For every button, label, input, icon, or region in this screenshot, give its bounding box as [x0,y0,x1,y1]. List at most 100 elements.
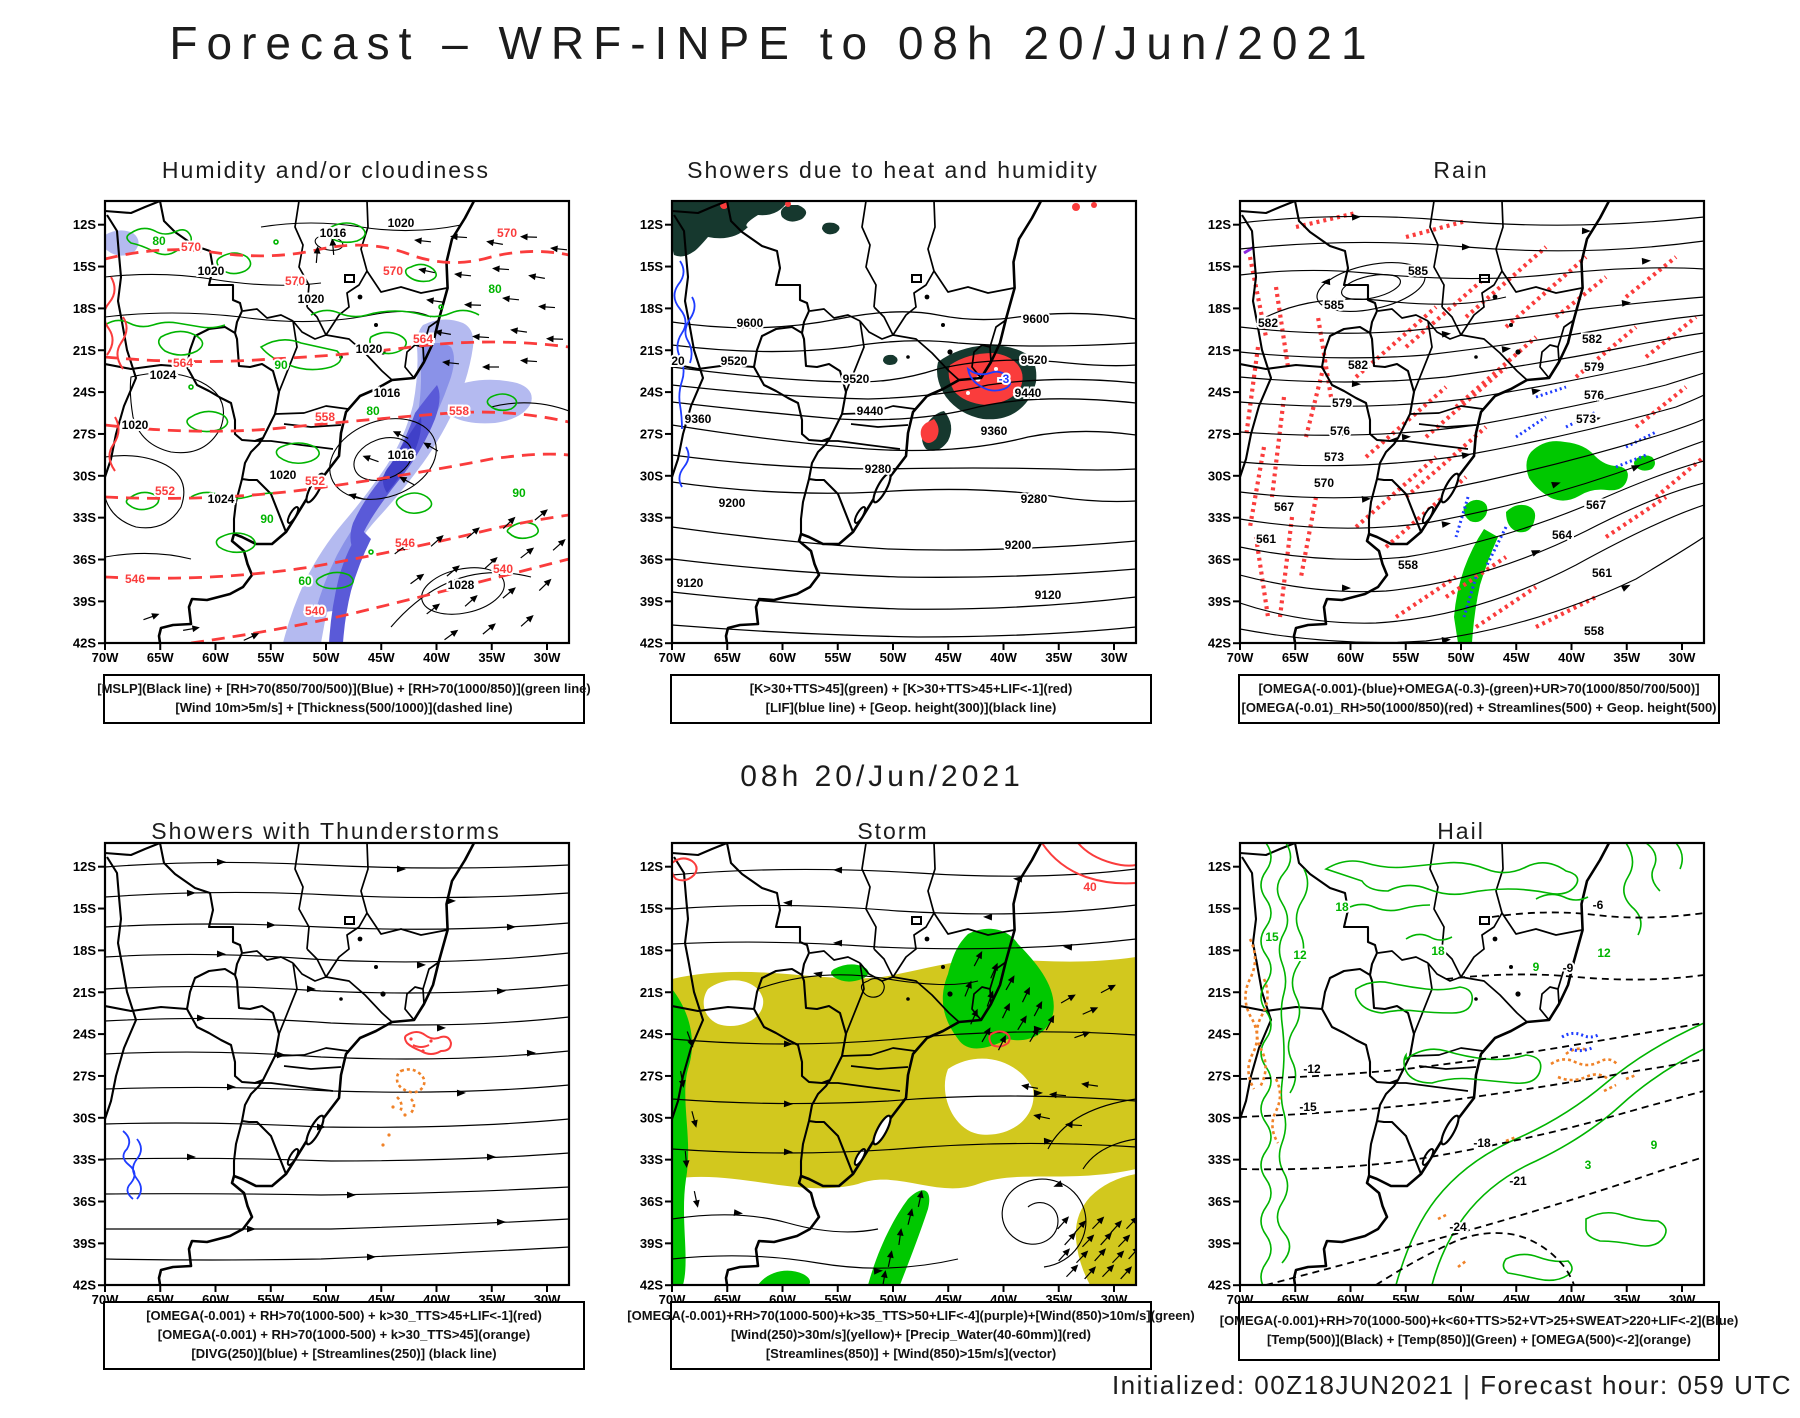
svg-text:-24: -24 [1449,1220,1467,1234]
svg-text:24S: 24S [73,1027,96,1042]
svg-text:561: 561 [1592,566,1612,580]
svg-text:39S: 39S [640,1236,663,1251]
svg-text:552: 552 [305,474,325,488]
svg-text:9280: 9280 [865,462,892,476]
svg-text:558: 558 [449,404,469,418]
svg-text:9600: 9600 [1023,312,1050,326]
rh-green-contours [105,222,539,590]
svg-text:12S: 12S [1208,217,1231,232]
svg-text:15S: 15S [640,901,663,916]
svg-text:9520: 9520 [1021,353,1048,367]
svg-text:18: 18 [1431,944,1445,958]
svg-text:70W: 70W [659,650,686,665]
divg-blue-scribbles [122,1130,142,1200]
panel-title-storm: Storm [857,818,929,844]
lat-axis: 12S 15S 18S 21S 24S 27S 30S 33S 36S 39S 42S [1208,217,1240,651]
svg-text:21S: 21S [1208,985,1231,1000]
streamlines-850 [672,866,1136,1275]
svg-text:80: 80 [152,234,166,248]
lat-axis: 12S 15S 18S 21S 24S 27S 30S 33S 36S 39S 42S [640,859,672,1293]
svg-text:80: 80 [366,404,380,418]
svg-text:30S: 30S [73,468,96,483]
svg-text:18S: 18S [1208,301,1231,316]
svg-text:39S: 39S [73,1236,96,1251]
svg-text:45W: 45W [935,650,962,665]
map-art-rain [1240,201,1704,643]
init-footer: Initialized: 00Z18JUN2021 | Forecast hou… [1111,1370,1792,1400]
svg-text:21S: 21S [73,343,96,358]
svg-text:39S: 39S [1208,594,1231,609]
svg-text:564: 564 [413,332,433,346]
svg-text:-15: -15 [1299,1100,1317,1114]
svg-text:30S: 30S [640,468,663,483]
svg-text:24S: 24S [640,1027,663,1042]
svg-text:35W: 35W [1613,650,1640,665]
legend-hail: [OMEGA(-0.001)+RH>70(1000-500)+k<60+TTS>… [1220,1301,1738,1361]
legend-line: [Streamlines(850)] + [Wind(850)>15m/s](v… [765,1345,1057,1361]
svg-text:579: 579 [1332,396,1352,410]
rain-green-fill [1454,441,1655,643]
svg-text:36S: 36S [1208,1194,1231,1209]
svg-text:1024: 1024 [208,492,235,506]
panel-title-hail: Hail [1437,818,1485,844]
svg-text:582: 582 [1348,358,1368,372]
svg-text:27S: 27S [73,1068,96,1083]
legend-line: [Temp(500)](Black) + [Temp(850)](Green) … [1267,1332,1691,1347]
svg-text:70W: 70W [1227,650,1254,665]
svg-text:60W: 60W [202,650,229,665]
lat-axis: 12S 15S 18S 21S 24S 27S 30S 33S 36S 39S 42S [73,859,105,1293]
svg-text:564: 564 [173,356,193,370]
svg-text:18S: 18S [640,943,663,958]
legend-line: [OMEGA(-0.001) + RH>70(1000-500) + k>30_… [157,1326,531,1342]
map-art-storm [672,843,1136,1285]
panel-title-thunder: Showers with Thunderstorms [151,818,501,844]
contour-labels: 1016 1020 1020 1020 1020 1016 1024 1020 1024 1020… [120,214,528,620]
svg-text:60W: 60W [769,650,796,665]
svg-text:12S: 12S [73,859,96,874]
svg-text:90: 90 [260,512,274,526]
svg-text:65W: 65W [714,650,741,665]
svg-text:9280: 9280 [1021,492,1048,506]
svg-text:30W: 30W [534,650,561,665]
svg-text:70W: 70W [92,650,119,665]
legend-line: [OMEGA(-0.001)+RH>70(1000-500)+k<60+TTS>… [1219,1313,1739,1329]
svg-text:15S: 15S [73,259,96,274]
svg-text:-6: -6 [1593,898,1604,912]
svg-text:-9: -9 [1563,961,1574,975]
svg-text:55W: 55W [257,650,284,665]
lat-axis: 12S 15S 18S 21S 24S 27S 30S 33S 36S 39S 42S [640,217,672,651]
map-humidity: 12S 15S 18S 21S 24S 27S 30S 33S 36S 39S 42S 70W 65W… [73,199,571,665]
legend-line: [OMEGA(-0.01)_RH>50(1000/850)(red) + Str… [1241,699,1717,715]
svg-text:9: 9 [1533,960,1540,974]
legend-line: [OMEGA(-0.001)+RH>70(1000-500)+k>35_TTS>… [627,1308,1195,1323]
legend-line: [OMEGA(-0.001) + RH>70(1000-500) + k>30_… [146,1308,542,1323]
svg-text:1016: 1016 [320,226,347,240]
svg-text:42S: 42S [640,1278,663,1293]
svg-text:45W: 45W [1503,650,1530,665]
panel-title-rain: Rain [1433,157,1489,183]
svg-text:576: 576 [1330,424,1350,438]
panel-hail: Hail [1206,818,1738,1418]
svg-text:570: 570 [383,264,403,278]
svg-text:-21: -21 [1509,1174,1527,1188]
svg-text:33S: 33S [73,1152,96,1167]
map-rain: 12S 15S 18S 21S 24S 27S 30S 33S 36S 39S 42S 70W 65W… [1208,199,1706,665]
svg-text:65W: 65W [1282,650,1309,665]
svg-text:9440: 9440 [1015,386,1042,400]
svg-text:40W: 40W [990,650,1017,665]
svg-text:21S: 21S [73,985,96,1000]
svg-text:42S: 42S [640,636,663,651]
svg-text:90: 90 [512,486,526,500]
svg-text:30S: 30S [1208,1110,1231,1125]
svg-text:30S: 30S [73,1110,96,1125]
svg-text:570: 570 [181,240,201,254]
svg-text:90: 90 [274,358,288,372]
svg-text:18S: 18S [73,301,96,316]
svg-text:540: 540 [305,604,325,618]
streamlines-500 [1240,213,1704,643]
thickness-red-dashed [105,243,569,643]
svg-text:39S: 39S [73,594,96,609]
map-art-showers-heat [672,201,1136,643]
svg-text:27S: 27S [73,426,96,441]
valid-time-title: 08h 20/Jun/2021 [740,760,1024,793]
